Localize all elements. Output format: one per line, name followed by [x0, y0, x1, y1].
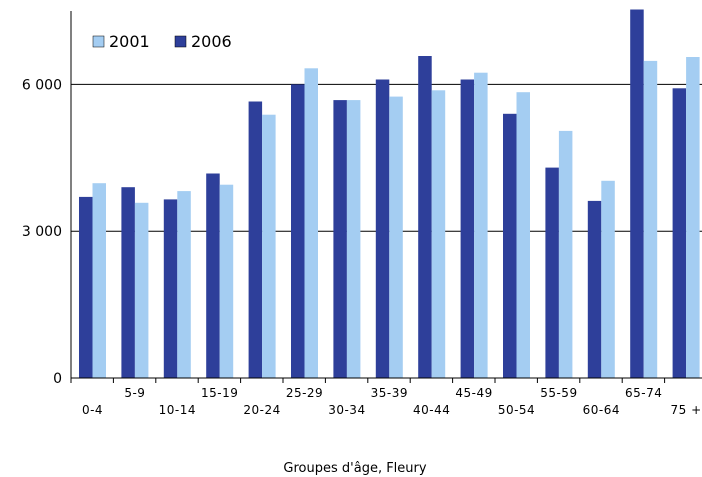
bar-2001-60-64	[601, 180, 615, 378]
x-axis-label: Groupes d'âge, Fleury	[283, 461, 426, 476]
x-tick-label: 45-49	[455, 386, 492, 400]
bar-2006-50-54	[503, 113, 517, 379]
bar-2001-25-29	[304, 68, 318, 379]
bar-2001-45-49	[474, 72, 488, 378]
bar-2006-30-34	[333, 100, 347, 378]
bar-2001-40-44	[431, 90, 446, 379]
x-tick-label: 35-39	[371, 386, 408, 400]
bar-2001-0-4	[92, 183, 106, 378]
x-tick-label: 55-59	[540, 386, 577, 400]
x-tick-label: 50-54	[498, 403, 535, 417]
bar-2001-15-19	[219, 184, 234, 378]
bar-2001-5-9	[134, 202, 149, 378]
bars	[79, 9, 700, 379]
bar-2006-45-49	[460, 79, 475, 378]
x-tick-label: 25-29	[286, 386, 323, 400]
x-tick-label: 40-44	[413, 403, 450, 417]
x-tick-label: 30-34	[328, 403, 365, 417]
bar-2006-10-14	[163, 199, 178, 378]
bar-2006-25-29	[291, 84, 305, 379]
bar-2001-75 +	[686, 57, 700, 378]
legend-swatch-2006	[174, 35, 187, 48]
y-tick-label: 6 000	[22, 77, 62, 93]
x-tick-label: 5-9	[124, 386, 145, 400]
y-tick-label: 3 000	[22, 224, 62, 240]
y-tick-labels: 0 3 000 6 000	[22, 77, 62, 387]
legend-label-2001: 2001	[109, 32, 150, 51]
y-tick-label: 0	[53, 371, 62, 387]
bar-2001-10-14	[177, 191, 191, 378]
legend-swatch-2001	[92, 35, 105, 48]
legend: 2001 2006	[92, 32, 232, 51]
x-tick-labels: 0-4 5-9 10-14 15-19 20-24 25-29 30-34 35-39 40-4…	[82, 386, 702, 417]
bar-2006-75 +	[672, 88, 687, 379]
bar-2006-60-64	[587, 200, 602, 378]
legend-label-2006: 2006	[191, 32, 232, 51]
bar-2006-40-44	[418, 56, 432, 378]
bar-2001-30-34	[346, 100, 361, 378]
bar-2006-35-39	[375, 79, 390, 378]
bar-2006-0-4	[79, 196, 93, 378]
bar-2006-65-74	[630, 9, 644, 378]
x-tick-label: 10-14	[159, 403, 196, 417]
x-tick-label: 75 +	[671, 403, 702, 417]
bar-2001-50-54	[516, 92, 530, 378]
x-tick-label: 15-19	[201, 386, 238, 400]
bar-2001-65-74	[643, 60, 658, 379]
axes	[70, 11, 702, 383]
bar-2001-20-24	[262, 114, 276, 378]
bar-2006-15-19	[206, 173, 220, 378]
bar-2006-5-9	[121, 187, 135, 378]
x-tick-label: 0-4	[82, 403, 103, 417]
bar-2001-35-39	[389, 96, 403, 378]
bar-2006-20-24	[248, 101, 263, 378]
x-tick-label: 65-74	[625, 386, 662, 400]
x-tick-label: 20-24	[243, 403, 280, 417]
bar-2006-55-59	[545, 167, 559, 378]
bar-2001-55-59	[558, 130, 573, 378]
x-tick-label: 60-64	[583, 403, 620, 417]
